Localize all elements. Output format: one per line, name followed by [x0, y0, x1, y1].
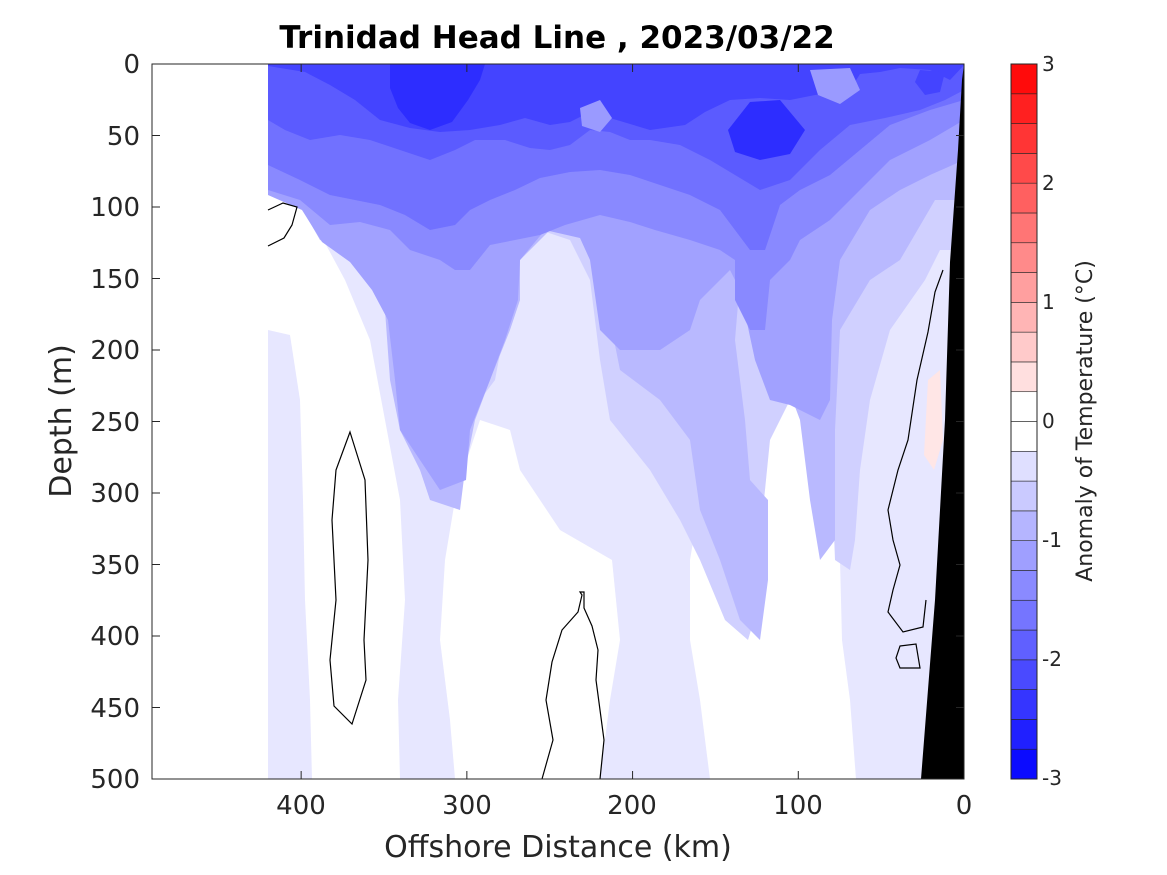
cold-core-nearshore — [915, 70, 945, 95]
y-tick-label-300: 300 — [90, 479, 140, 509]
colorbar-segment — [1010, 212, 1038, 244]
warm-patch — [924, 370, 943, 470]
colorbar-segment — [1010, 659, 1038, 690]
y-tick-label-250: 250 — [90, 408, 140, 438]
tick-marks — [152, 63, 965, 780]
zero-contour-loop-left — [329, 430, 369, 726]
colorbar-segment — [1010, 93, 1038, 124]
colorbar-segment — [1010, 599, 1038, 631]
colorbar-tick-m3: -3 — [1042, 766, 1062, 790]
colorbar-segment — [1010, 272, 1038, 303]
x-axis-label: Offshore Distance (km) — [384, 830, 732, 865]
colorbar-segment — [1010, 153, 1038, 184]
bathymetry — [921, 64, 964, 779]
colorbar-tick-3: 3 — [1042, 52, 1055, 76]
colorbar-segment — [1010, 510, 1038, 541]
colorbar-segment — [1010, 450, 1038, 482]
y-tick-label-50: 50 — [107, 122, 140, 152]
colorbar-segment — [1010, 361, 1038, 393]
y-tick-label-400: 400 — [90, 622, 140, 652]
colorbar-ticks: 3 2 1 0 -1 -2 -3 — [1042, 52, 1062, 790]
zero-contour-deep — [541, 591, 605, 779]
zero-contour-small-loop — [895, 643, 921, 669]
colorbar-label: Anomaly of Temperature (°C) — [1073, 260, 1098, 582]
light-patch-1 — [580, 100, 612, 132]
x-tick-label-0: 0 — [956, 791, 973, 821]
colorbar-tick-1: 1 — [1042, 290, 1055, 314]
chart-title: Trinidad Head Line , 2023/03/22 — [279, 20, 834, 56]
colorbar-segment — [1010, 719, 1038, 750]
colorbar-tick-m2: -2 — [1042, 647, 1062, 671]
y-tick-label-100: 100 — [90, 193, 140, 223]
colorbar-segment — [1010, 182, 1038, 214]
zero-contour-shelf — [887, 269, 944, 633]
colorbar-segment — [1010, 123, 1038, 154]
x-tick-label-300: 300 — [442, 791, 492, 821]
colorbar-tick-2: 2 — [1042, 171, 1055, 195]
x-tick-label-100: 100 — [773, 791, 823, 821]
y-tick-label-150: 150 — [90, 265, 140, 295]
colorbar-segment — [1010, 480, 1038, 512]
colorbar-segment — [1010, 570, 1038, 601]
y-tick-label-0: 0 — [123, 50, 140, 80]
colorbar-segment — [1010, 63, 1038, 95]
zero-contour-offshore — [267, 202, 298, 247]
colorbar-segment — [1010, 689, 1038, 720]
y-axis: 0 50 100 150 200 250 300 350 400 450 500 — [90, 50, 140, 795]
colorbar-segment — [1010, 391, 1038, 422]
y-tick-label-200: 200 — [90, 336, 140, 366]
y-tick-label-500: 500 — [90, 765, 140, 795]
contour-band-level-m025-b — [268, 330, 312, 779]
colorbar-segment — [1010, 242, 1038, 273]
colorbar-frame — [1010, 63, 1038, 780]
colorbar-segment — [1010, 540, 1038, 571]
colorbar-segment — [1010, 331, 1038, 363]
light-patch-2 — [810, 68, 860, 104]
colorbar-tick-0: 0 — [1042, 409, 1055, 433]
x-tick-label-400: 400 — [276, 791, 326, 821]
colorbar-segment — [1010, 302, 1038, 333]
cold-core-inshore — [728, 100, 805, 160]
colorbar-segment — [1010, 629, 1038, 661]
colorbar — [1010, 63, 1038, 780]
colorbar-segment — [1010, 421, 1038, 452]
zero-contours — [267, 202, 944, 779]
x-axis: 400 300 200 100 0 — [276, 791, 972, 821]
y-tick-label-450: 450 — [90, 694, 140, 724]
colorbar-segment — [1010, 748, 1038, 780]
x-tick-label-200: 200 — [607, 791, 657, 821]
colorbar-tick-m1: -1 — [1042, 528, 1062, 552]
y-tick-label-350: 350 — [90, 551, 140, 581]
cold-core-offshore — [390, 64, 485, 130]
contour-field — [267, 64, 964, 779]
y-axis-label: Depth (m) — [44, 344, 79, 498]
